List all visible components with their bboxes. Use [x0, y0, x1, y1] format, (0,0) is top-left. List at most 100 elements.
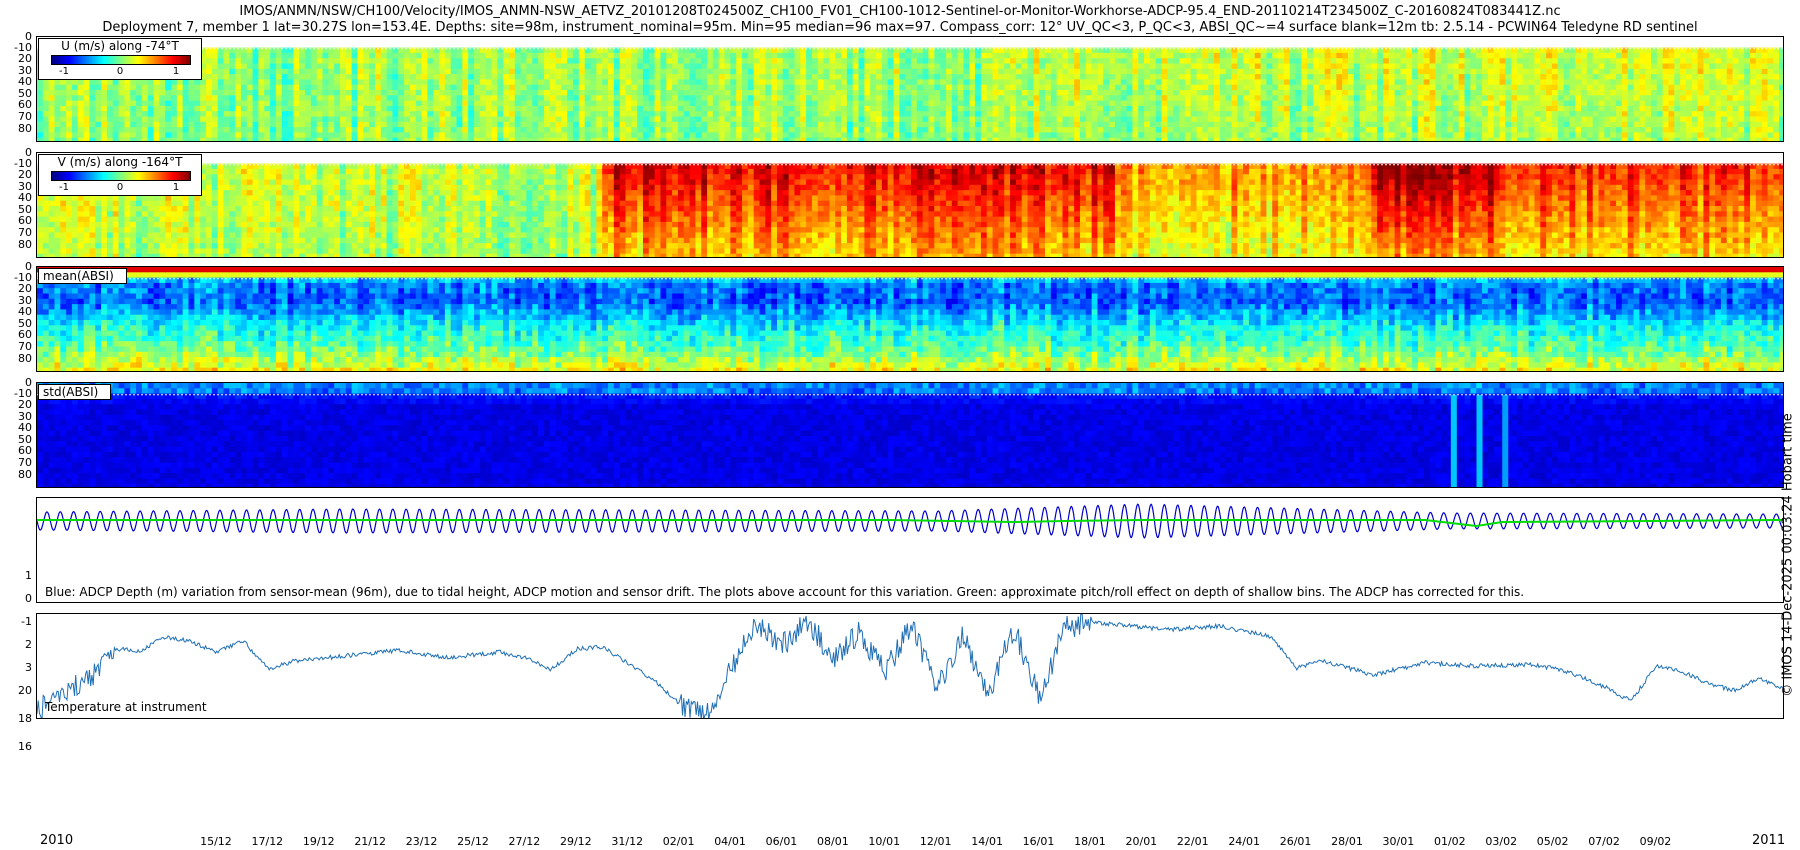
u-velocity-cell — [1231, 68, 1238, 75]
u-velocity-cell — [200, 90, 207, 96]
u-velocity-cell — [205, 68, 213, 75]
u-velocity-cell — [322, 84, 329, 91]
u-velocity-cell — [1592, 127, 1600, 133]
u-velocity-cell — [1592, 74, 1600, 80]
u-velocity-cell — [1179, 100, 1186, 107]
u-velocity-cell — [1045, 132, 1052, 139]
u-velocity-cell — [969, 74, 976, 80]
u-velocity-cell — [159, 79, 166, 86]
u-velocity-cell — [1435, 58, 1442, 65]
u-velocity-cell — [1336, 95, 1343, 102]
u-velocity-cell — [485, 105, 493, 112]
u-velocity-cell — [1458, 84, 1466, 91]
u-velocity-cell — [293, 132, 300, 139]
u-velocity-cell — [625, 58, 632, 65]
u-velocity-cell — [1004, 100, 1011, 107]
u-velocity-cell — [811, 63, 819, 70]
u-velocity-cell — [275, 137, 283, 141]
u-velocity-cell — [800, 127, 807, 133]
u-velocity-cell — [305, 116, 312, 123]
u-velocity-cell — [823, 47, 831, 54]
u-velocity-cell — [1155, 127, 1163, 133]
u-velocity-cell — [1499, 137, 1506, 141]
u-velocity-cell — [491, 74, 498, 80]
u-velocity-cell — [1237, 127, 1244, 133]
u-velocity-cell — [421, 111, 428, 118]
u-velocity-cell — [1318, 58, 1326, 65]
u-velocity-cell — [1569, 127, 1576, 133]
u-velocity-cell — [951, 79, 959, 86]
u-velocity-cell — [474, 58, 481, 65]
u-velocity-cell — [258, 127, 265, 133]
u-velocity-cell — [736, 132, 743, 139]
u-velocity-cell — [864, 58, 871, 65]
u-velocity-cell — [1336, 127, 1343, 133]
u-velocity-cell — [1336, 111, 1343, 118]
u-velocity-cell — [712, 68, 720, 75]
u-velocity-cell — [322, 52, 329, 59]
u-velocity-cell — [316, 132, 324, 139]
u-velocity-cell — [1109, 116, 1116, 123]
u-velocity-cell — [637, 116, 644, 123]
u-velocity-cell — [1155, 95, 1163, 102]
u-velocity-cell — [1318, 68, 1326, 75]
u-velocity-cell — [707, 111, 714, 118]
u-velocity-cell — [1429, 63, 1436, 70]
u-velocity-cell — [608, 84, 615, 91]
u-velocity-cell — [1045, 116, 1052, 123]
u-velocity-cell — [771, 68, 778, 75]
u-velocity-cell — [474, 100, 481, 107]
u-velocity-cell — [474, 63, 481, 70]
u-velocity-cell — [374, 132, 382, 139]
u-velocity-cell — [747, 74, 755, 80]
u-velocity-cell — [409, 137, 417, 141]
u-velocity-cell — [724, 121, 731, 128]
u-velocity-cell — [1114, 100, 1122, 107]
u-velocity-cell — [1499, 95, 1506, 102]
u-velocity-cell — [1079, 116, 1087, 123]
u-velocity-cell — [1633, 127, 1640, 133]
u-velocity-cell — [625, 90, 632, 96]
u-velocity-cell — [415, 137, 423, 141]
u-velocity-cell — [975, 90, 982, 96]
u-velocity-cell — [1371, 111, 1378, 118]
u-velocity-cell — [1173, 79, 1180, 86]
u-velocity-cell — [1266, 52, 1273, 59]
u-velocity-cell — [841, 68, 848, 75]
u-velocity-cell — [835, 84, 842, 91]
u-velocity-cell — [1243, 100, 1250, 107]
u-velocity-cell — [398, 74, 405, 80]
u-velocity-cell — [1528, 105, 1536, 112]
u-velocity-cell — [829, 63, 836, 70]
u-velocity-cell — [876, 52, 883, 59]
u-velocity-cell — [200, 105, 207, 112]
u-velocity-cell — [1435, 68, 1442, 75]
u-velocity-cell — [101, 84, 108, 91]
u-velocity-cell — [1015, 58, 1023, 65]
u-velocity-cell — [124, 105, 131, 112]
u-velocity-cell — [1103, 52, 1110, 59]
u-velocity-cell — [1359, 47, 1367, 54]
u-velocity-cell — [980, 68, 988, 75]
u-velocity-cell — [1359, 121, 1367, 128]
u-velocity-cell — [648, 111, 656, 118]
u-velocity-cell — [526, 68, 533, 75]
u-velocity-cell — [881, 79, 889, 86]
u-velocity-cell — [1505, 68, 1512, 75]
u-velocity-cell — [788, 116, 796, 123]
u-velocity-cell — [887, 127, 895, 133]
u-velocity-cell — [205, 132, 213, 139]
u-velocity-cell — [1196, 63, 1203, 70]
u-velocity-cell — [1359, 63, 1367, 70]
u-velocity-cell — [205, 47, 213, 54]
u-velocity-cell — [642, 116, 650, 123]
u-velocity-cell — [316, 105, 324, 112]
u-velocity-cell — [345, 95, 353, 102]
u-velocity-cell — [736, 127, 743, 133]
u-velocity-cell — [275, 90, 283, 96]
u-velocity-cell — [561, 105, 568, 112]
u-velocity-cell — [1429, 100, 1436, 107]
u-velocity-cell — [811, 105, 819, 112]
u-velocity-cell — [1289, 47, 1297, 54]
u-velocity-cell — [147, 95, 155, 102]
